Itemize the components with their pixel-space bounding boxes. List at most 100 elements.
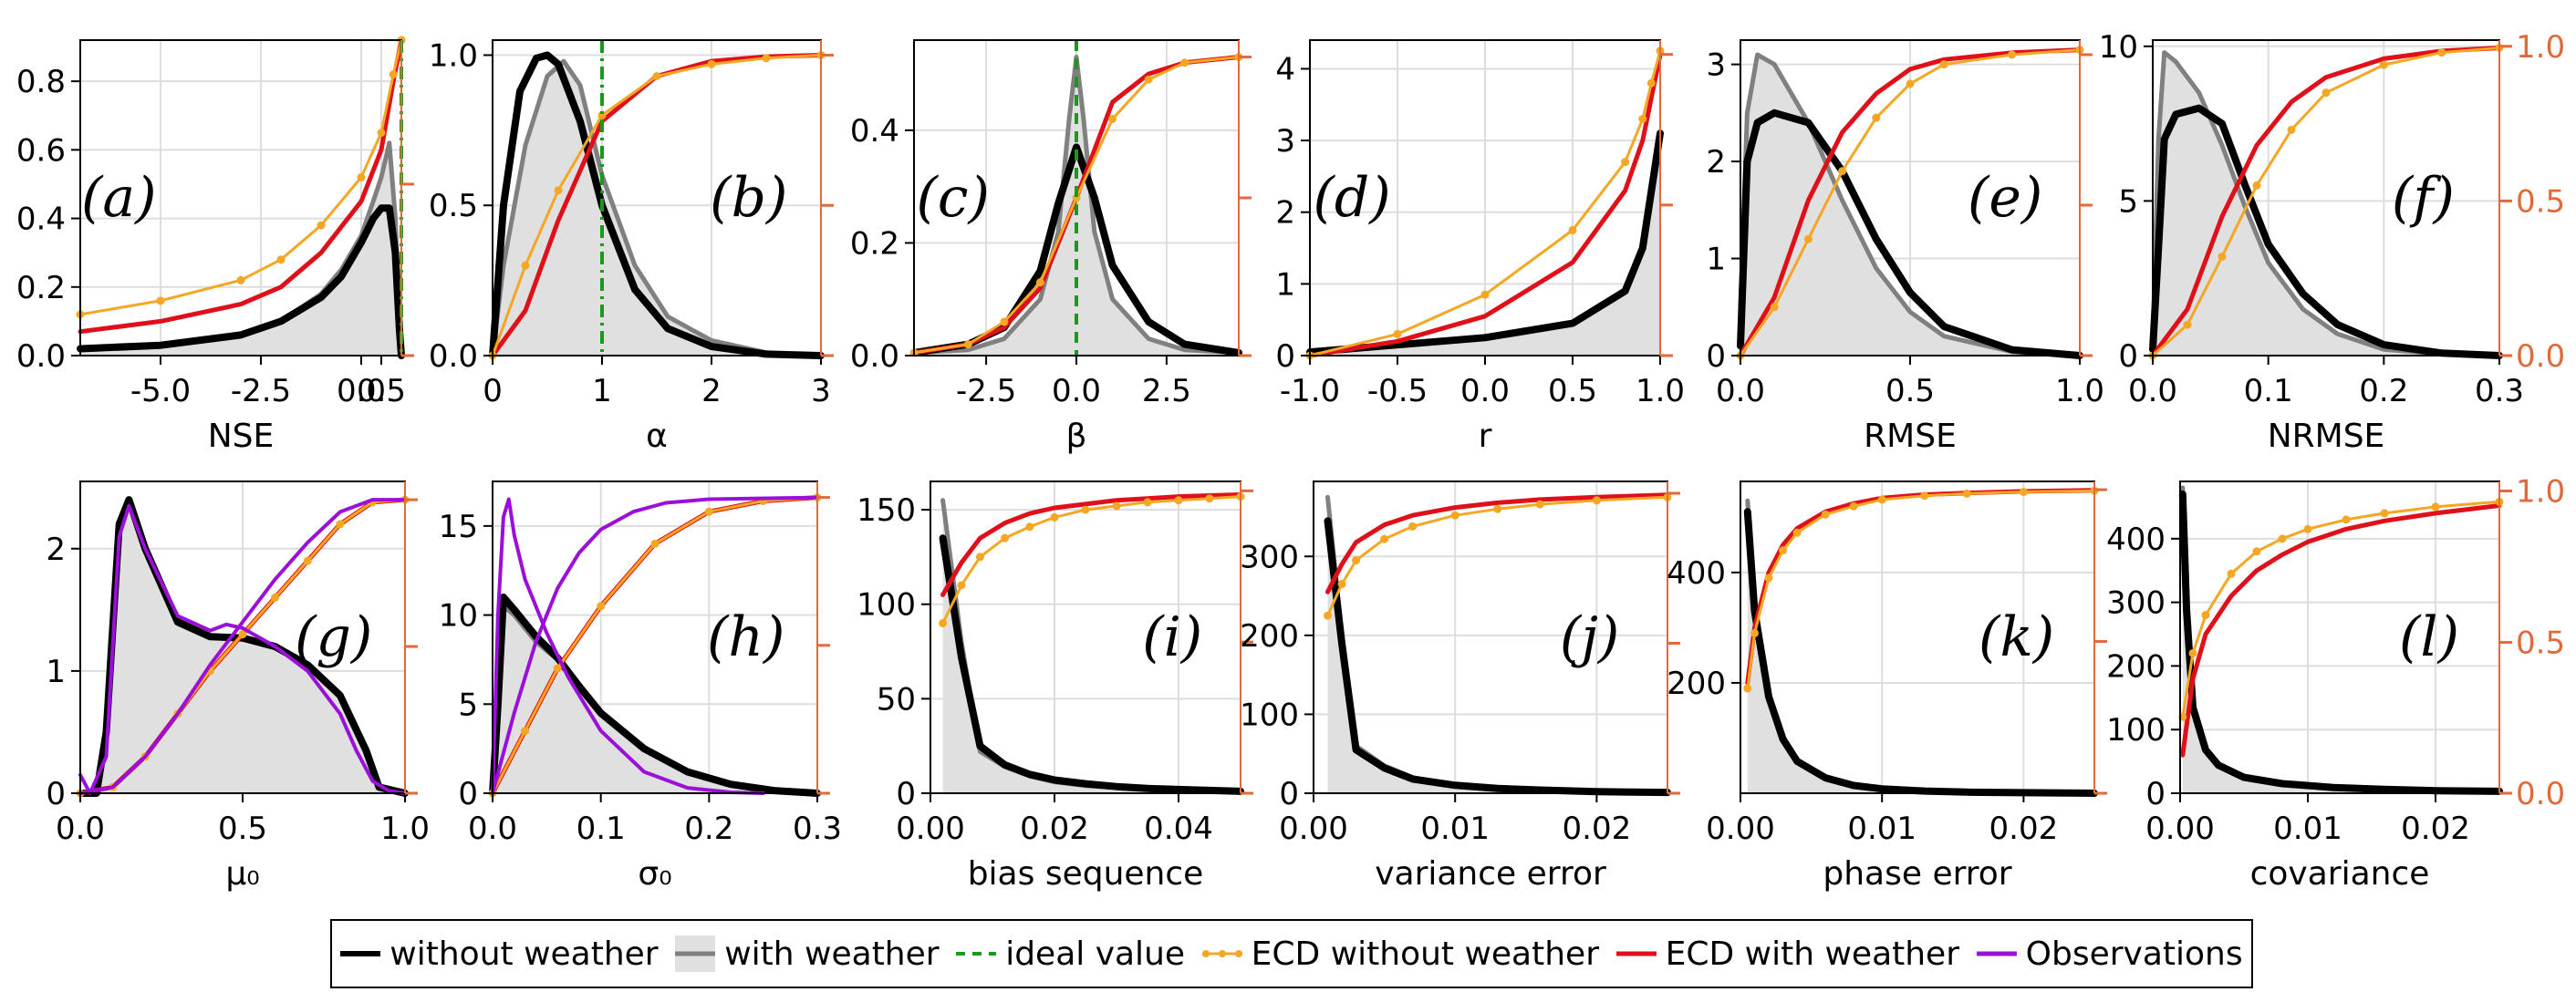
x-tick-label: 0.2 [684,811,733,847]
panel-letter: (b) [710,166,787,230]
series-point-ecd-without-weather [1750,628,1760,637]
x-tick-label: 2.5 [1142,373,1191,409]
series-point-ecd-without-weather [1592,496,1601,505]
series-line-without-weather [939,534,1244,795]
series-point-ecd-without-weather [1143,498,1152,507]
x-tick-label: 0.04 [1144,811,1213,847]
series-point-ecd-without-weather [1174,496,1183,505]
legend-swatch-ecd-with-weather [1615,951,1657,956]
series-point-ecd-without-weather [1906,79,1915,88]
legend-swatch-ideal-value [956,952,997,956]
x-tick-label: 0.02 [2401,811,2470,847]
series-point-ecd-without-weather [554,186,563,195]
series-point-ecd-without-weather [1779,546,1788,555]
series-point-ecd-without-weather [2019,488,2028,497]
y-tick-label: 0.5 [429,188,478,224]
y-tick-label: 1.0 [429,37,478,74]
series-point-ecd-without-weather [1000,317,1009,326]
x-tick-label: 0.1 [2244,373,2293,409]
x-tick-label: 0.00 [896,811,965,847]
series-line-ecd-with-weather [2150,46,2502,358]
x-axis-title: NRMSE [2268,418,2385,455]
series-point-ecd-without-weather [357,172,366,181]
series-area-with-weather [1327,497,1667,793]
right-tick-label: 0.0 [2516,338,2563,375]
x-tick-label: 0.0 [56,811,105,847]
chart-panel-f: 0.0 0.1 0.2 0.3 0 5 10 0.0 0.5 1.0 NRMSE (f) [2099,31,2563,455]
y-tick-label: 0 [1706,338,1726,375]
x-tick-label: 0.5 [357,373,406,409]
y-tick-label: 100 [2106,712,2166,749]
x-axis-title: phase error [1823,855,2011,893]
series-point-ecd-without-weather [2201,611,2210,620]
series-point-ecd-without-weather [2008,50,2017,59]
series-point-ecd-without-weather [652,72,661,81]
y-tick-label: 0.0 [850,338,899,375]
series-point-ecd-without-weather [1621,158,1630,167]
series-point-ecd-without-weather [317,221,326,230]
legend-label: Observations [2025,935,2243,973]
series-line-without-weather [489,51,825,359]
y-tick-label: 0 [46,776,66,812]
series-area-with-weather [80,500,405,793]
series-area-with-weather [80,142,401,356]
y-tick-label: 2 [1275,195,1295,232]
series-line-ecd-without-weather [491,496,819,795]
y-tick-label: 1 [1275,266,1295,303]
series-point-ecd-without-weather [1081,505,1090,514]
x-tick-label: 0.01 [1420,811,1490,847]
series-point-ecd-without-weather [1838,167,1847,176]
y-tick-label: 300 [1240,539,1299,575]
x-axis-title: σ₀ [638,855,671,893]
series-point-ecd-without-weather [1920,491,1929,501]
y-tick-label: 100 [857,587,916,624]
series-point-ecd-without-weather [1025,522,1034,532]
y-tick-label: 0.2 [16,270,66,306]
x-axis-title: μ₀ [225,855,259,893]
x-tick-label: -2.5 [956,373,1016,409]
series-point-ecd-without-weather [1144,75,1153,84]
x-axis-title: covariance [2250,855,2430,893]
series-line-without-weather [1743,508,2098,797]
series-line-without-weather [489,594,821,797]
series-point-ecd-without-weather [2437,48,2446,57]
y-tick-label: 0.2 [850,225,899,262]
y-tick-label: 0 [1279,776,1299,812]
series-point-ecd-without-weather [238,630,247,639]
series-point-ecd-without-weather [2431,502,2440,512]
series-point-ecd-without-weather [1646,78,1656,88]
series-point-ecd-without-weather [1072,193,1081,202]
x-tick-label: 0.0 [1716,373,1765,409]
y-tick-label: 5 [458,687,478,723]
right-tick-label: 1.0 [2516,473,2563,510]
series-line-without-weather [1324,517,1671,797]
series-point-ecd-without-weather [1450,511,1459,520]
x-tick-label: 0.5 [1548,373,1597,409]
x-tick-label: -5.0 [130,373,191,409]
series-line-ecd-with-weather [1307,52,1663,358]
x-axis-title: bias sequence [968,855,1204,893]
x-tick-label: 0.02 [1563,811,1632,847]
y-tick-label: 10 [439,598,478,635]
panel-letter: (l) [2399,605,2459,669]
series-point-ecd-without-weather [1872,113,1881,122]
series-point-ecd-without-weather [1352,556,1361,565]
x-axis-title: r [1479,418,1492,455]
y-tick-label: 0 [2145,776,2166,812]
series-point-ecd-without-weather [1792,528,1802,537]
x-tick-label: -0.5 [1367,373,1428,409]
series-point-ecd-without-weather [553,664,562,673]
panel-letter: (k) [1979,605,2054,669]
x-tick-label: 3 [811,373,831,409]
x-tick-label: 1.0 [2055,373,2104,409]
series-point-ecd-without-weather [2303,524,2312,533]
series-line-ecd-without-weather [1746,489,2096,690]
series-point-ecd-without-weather [2188,648,2197,657]
x-axis-title: RMSE [1864,418,1957,455]
x-tick-label: 0.1 [576,811,626,847]
series-point-ecd-without-weather [1493,504,1502,513]
series-point-ecd-without-weather [236,275,245,284]
panel-letter: (h) [707,605,784,669]
series-point-ecd-without-weather [1638,115,1647,123]
series-point-ecd-without-weather [707,59,716,68]
